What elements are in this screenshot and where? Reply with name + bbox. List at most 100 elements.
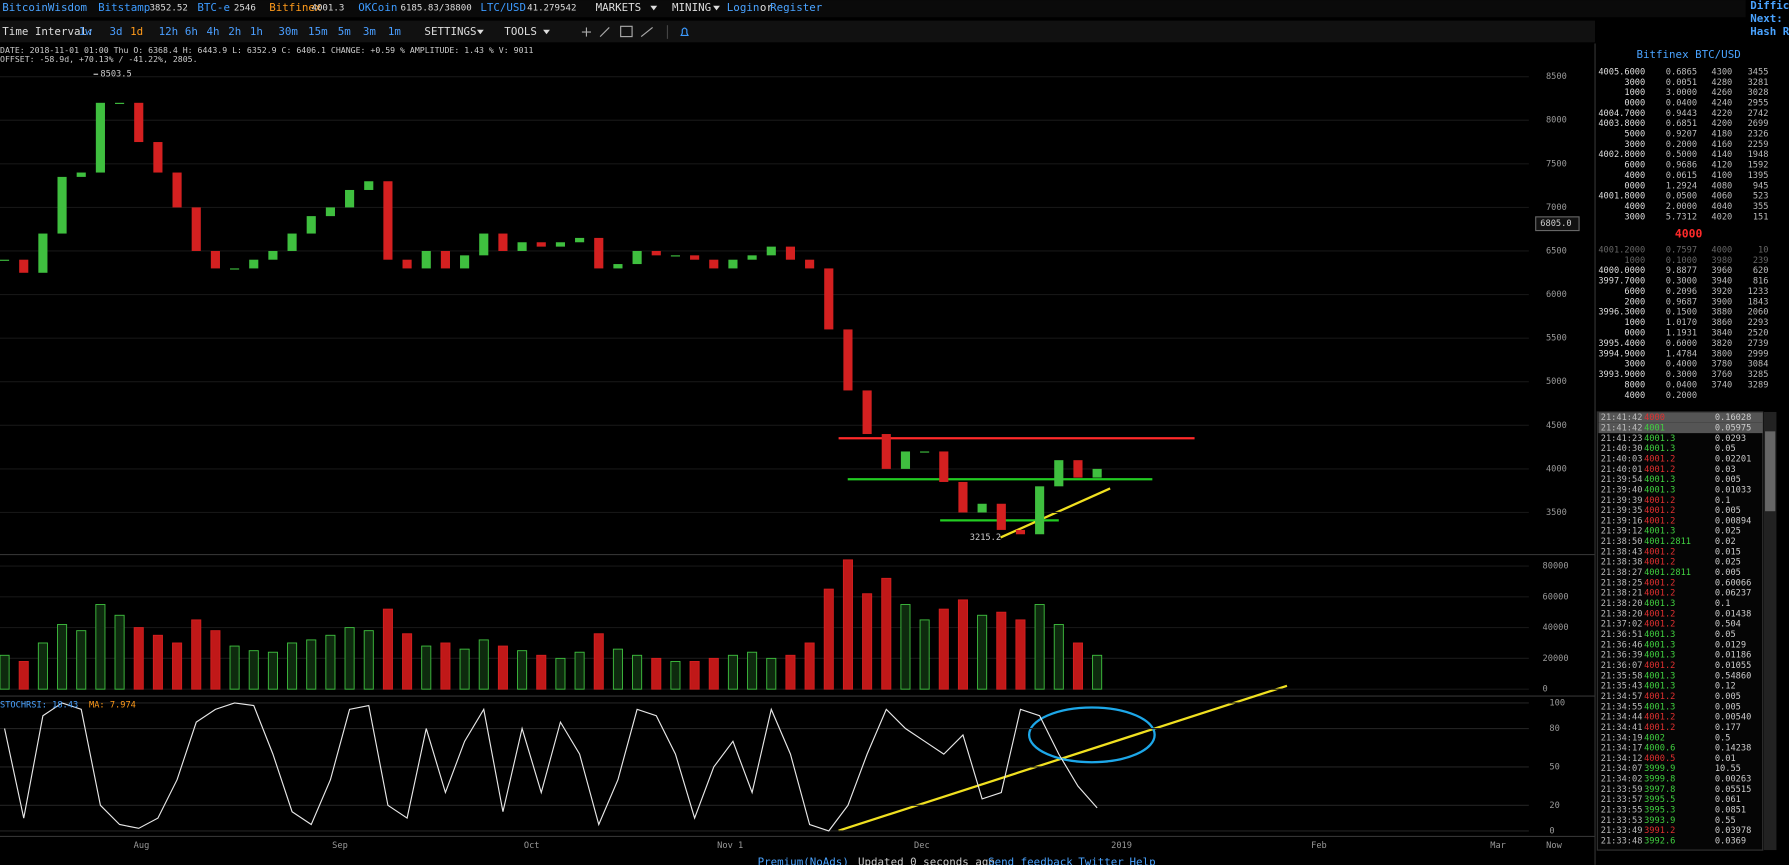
interval[interactable]: 5m [338,25,351,38]
trade-price: 4001.3 [1644,630,1675,640]
y-tick-label: 3500 [1546,508,1567,518]
order-cell: 4060 [1711,192,1732,202]
trade-price: 4001.3 [1644,475,1675,485]
interval[interactable]: 15m [308,25,328,38]
volume-bar [267,651,278,690]
trade-time: 21:36:46 [1601,640,1643,650]
interval[interactable]: 12h [159,25,179,38]
candle [1035,486,1045,535]
candle [843,329,853,391]
icon-line[interactable] [599,27,610,37]
candle [421,250,431,269]
trade-time: 21:34:44 [1601,713,1643,723]
candle [210,250,220,269]
interval[interactable]: 1d [130,25,143,38]
info-line: DATE: 2018-11-01 01:00 Thu O: 6368.4 H: … [0,45,533,55]
y-tick-label: 8000 [1546,116,1567,126]
order-cell: 1000 [1624,256,1645,266]
trade-time: 21:34:19 [1601,733,1643,743]
volume-bar [670,660,681,690]
order-cell: 3995.4000 [1598,339,1645,349]
order-cell: 4002.8000 [1598,150,1645,160]
volume-bar [727,654,738,690]
footer-link[interactable]: Twitter [1078,856,1124,865]
order-cell: 4000 [1711,245,1732,255]
volume-bar [76,630,87,690]
high-label: 8503.5 [100,70,131,80]
candle [325,207,335,217]
icon-box[interactable] [620,25,633,38]
interval[interactable]: 6h [185,25,198,38]
toolbar [0,20,1596,43]
x-tick-label: Oct [524,841,540,851]
trades-panel [1596,411,1764,851]
volume-bar [977,614,988,690]
order-cell: 1843 [1748,297,1769,307]
order-cell: 3960 [1711,266,1732,276]
volume-bar [191,619,202,690]
volume-bar [133,627,144,690]
interval[interactable]: 1w [79,25,93,38]
candle [632,250,642,265]
trade-amount: 0.05515 [1715,785,1751,795]
menu[interactable]: MARKETS [596,1,642,14]
interval[interactable]: 2h [228,25,241,38]
interval[interactable]: 30m [278,25,298,38]
interval[interactable]: 1h [250,25,263,38]
settings[interactable]: SETTINGS [424,25,476,38]
interval[interactable]: 1m [388,25,401,38]
trade-amount: 0.0369 [1715,837,1746,847]
brand[interactable]: BitcoinWisdom [2,1,87,14]
y-tick-label: 0 [1543,685,1548,695]
y-tick-label: 20000 [1543,654,1569,664]
y-tick-label: 40000 [1543,623,1569,633]
interval[interactable]: 3m [363,25,376,38]
candle [76,172,86,177]
trade-amount: 0.05 [1715,630,1736,640]
top-bar [0,0,1746,18]
trade-amount: 0.025 [1715,527,1741,537]
icon-alert[interactable] [680,27,689,37]
volume-bar [1034,604,1045,690]
order-cell: 4001.2000 [1598,245,1645,255]
volume-bar [1092,654,1103,690]
trade-amount: 0.01055 [1715,661,1751,671]
tools[interactable]: TOOLS [504,25,537,38]
order-cell: 1948 [1748,150,1769,160]
footer-link[interactable]: Premium(NoAds) [758,856,849,865]
footer-link[interactable]: Send feedback [988,856,1073,865]
ticker-name[interactable]: BTC-e [197,1,230,14]
ticker-name[interactable]: Bitfinex [269,1,322,14]
volume-bar [344,627,355,690]
footer-link[interactable]: Help [1130,856,1156,865]
ticker-name[interactable]: Bitstamp [98,1,150,14]
order-cell: 2326 [1748,130,1769,140]
candle [747,255,757,260]
order-cell: 0.1500 [1666,308,1697,318]
y-tick-label: 7500 [1546,159,1567,169]
trade-time: 21:35:43 [1601,682,1643,692]
order-cell: 3980 [1711,256,1732,266]
interval[interactable]: 3d [110,25,123,38]
volume-bar [325,634,336,690]
ticker-name[interactable]: OKCoin [358,1,397,14]
trade-price: 3995.5 [1644,795,1675,805]
interval[interactable]: 4h [207,25,220,38]
low-label: 3215.2 [970,533,1001,543]
ticker-name[interactable]: LTC/USD [480,1,526,14]
menu[interactable]: MINING [672,1,711,14]
volume-bar [1072,642,1083,690]
trade-amount: 0.025 [1715,558,1741,568]
register[interactable]: Register [770,1,823,14]
volume-bar [497,645,508,690]
volume-bar [919,619,930,690]
stoch-label: STOCHRSI: 18.43 [0,701,78,711]
ticker-price: 2546 [234,4,256,14]
login[interactable]: Login [727,1,760,14]
order-cell: 4160 [1711,140,1732,150]
dropdown-arrow [650,5,658,11]
order-cell: 3800 [1711,349,1732,359]
footer-link: Updated 0 seconds ago [858,856,995,865]
icon-fib[interactable] [640,27,653,38]
